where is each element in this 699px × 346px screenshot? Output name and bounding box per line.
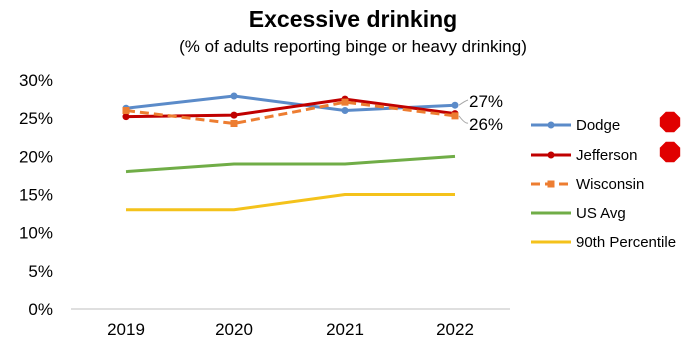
- y-tick-label: 30%: [19, 71, 53, 90]
- leader-line-wisconsin: [458, 115, 469, 124]
- y-tick-label: 5%: [28, 262, 53, 281]
- point-wisconsin: [122, 107, 130, 115]
- legend-item-wisconsin: Wisconsin: [531, 176, 644, 193]
- point-dodge: [451, 101, 459, 109]
- series-line-jefferson: [125, 97, 456, 119]
- chart-title: Excessive drinking: [249, 6, 457, 32]
- point-jefferson: [122, 113, 130, 121]
- legend-item-dodge: Dodge: [531, 111, 681, 134]
- x-tick-label: 2019: [107, 320, 145, 339]
- end-labels: 27%26%: [458, 92, 503, 134]
- legend-label: 90th Percentile: [576, 234, 676, 251]
- point-wisconsin: [451, 112, 459, 120]
- point-wisconsin: [341, 98, 349, 106]
- series-line-90th-percentile: [126, 193, 455, 212]
- legend-label: US Avg: [576, 205, 626, 222]
- legend-label: Jefferson: [576, 147, 637, 164]
- y-tick-label: 10%: [19, 224, 53, 243]
- y-tick-label: 20%: [19, 147, 53, 166]
- point-jefferson: [230, 111, 238, 119]
- y-tick-label: 15%: [19, 186, 53, 205]
- legend-marker: [547, 121, 555, 129]
- y-axis: 0% 5% 10% 15% 20% 25% 30%: [19, 71, 53, 319]
- legend-label: Dodge: [576, 117, 620, 134]
- series-line-us-avg: [125, 154, 456, 174]
- leader-line-dodge: [458, 99, 469, 106]
- chart-subtitle: (% of adults reporting binge or heavy dr…: [179, 37, 527, 56]
- legend-item-90th-percentile: 90th Percentile: [531, 234, 676, 251]
- data-label-wisconsin: 26%: [469, 115, 503, 134]
- legend-item-us-avg: US Avg: [531, 205, 626, 222]
- legend-marker: [547, 180, 555, 188]
- legend-item-jefferson: Jefferson: [531, 141, 681, 164]
- data-label-dodge: 27%: [469, 92, 503, 111]
- x-tick-label: 2020: [215, 320, 253, 339]
- legend: Dodge Jefferson Wisconsin US Avg 90th Percen…: [531, 111, 681, 251]
- x-tick-label: 2022: [436, 320, 474, 339]
- series-line-wisconsin: [125, 100, 456, 126]
- legend-label: Wisconsin: [576, 176, 644, 193]
- series-group: [122, 92, 459, 212]
- stop-sign-icon: [659, 141, 681, 163]
- y-tick-label: 25%: [19, 109, 53, 128]
- y-tick-label: 0%: [28, 300, 53, 319]
- stop-sign-icon: [659, 111, 681, 133]
- x-axis: 2019 2020 2021 2022: [71, 308, 510, 339]
- point-dodge: [341, 107, 349, 115]
- x-tick-label: 2021: [326, 320, 364, 339]
- legend-marker: [547, 151, 555, 159]
- series-line-dodge: [125, 94, 456, 113]
- point-wisconsin: [230, 120, 238, 128]
- point-dodge: [230, 92, 238, 100]
